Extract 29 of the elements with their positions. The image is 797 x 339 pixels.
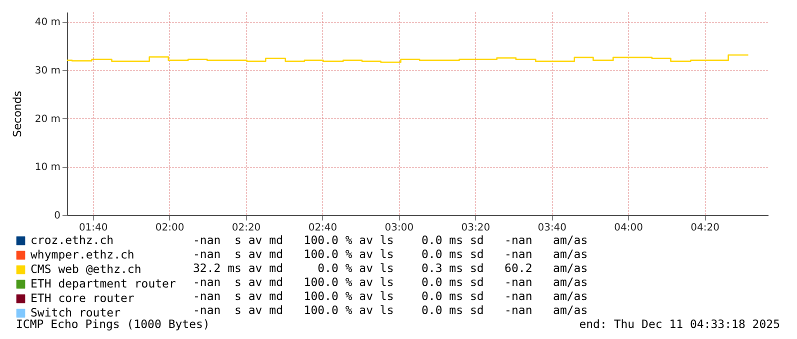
text: -nan s av md 100.0 % av ls 0.0 ms sd -nan am/as [193, 303, 588, 317]
x-tick-label: 02:00 [155, 222, 184, 234]
x-tick-label: 04:00 [614, 222, 643, 234]
text: -nan s av md 100.0 % av ls 0.0 ms sd -nan am/as [193, 275, 588, 289]
x-tick-label: 04:20 [690, 222, 720, 234]
text: end: Thu Dec 11 04:33:18 2025 [579, 317, 780, 331]
x-tick-label: 01:40 [78, 222, 108, 234]
text: -nan s av md 100.0 % av ls 0.0 ms sd -nan am/as [193, 247, 588, 261]
y-tick-label: 10 m [34, 162, 60, 174]
y-tick-label: 40 m [34, 17, 60, 28]
x-tick-label: 03:00 [384, 222, 414, 234]
legend-label: CMS web @ethz.ch [30, 262, 142, 276]
text: -nan s av md 100.0 % av ls 0.0 ms sd -nan am/as [193, 289, 588, 303]
x-tick-label: 03:20 [461, 222, 490, 234]
x-tick-label: 02:20 [232, 222, 261, 234]
y-tick-label: 0 [54, 210, 60, 222]
legend-label: whymper.ethz.ch [30, 247, 134, 262]
text: ICMP Echo Pings (1000 Bytes) [16, 317, 210, 331]
y-tick-label: 20 m [34, 114, 60, 125]
y-tick-label: 30 m [34, 66, 60, 76]
legend-label: Switch router [30, 305, 121, 320]
x-tick-label: 03:40 [538, 222, 567, 234]
legend-label: ETH core router [30, 290, 134, 305]
x-tick-label: 02:40 [308, 222, 338, 234]
y-axis-title: Seconds [10, 90, 24, 138]
legend-label: ETH department router [30, 276, 176, 290]
legend-label: croz.ethz.ch [30, 232, 114, 247]
text: 32.2 ms av md 0.0 % av ls 0.3 ms sd 60.2 am/as [193, 261, 588, 275]
text: -nan s av md 100.0 % av ls 0.0 ms sd -nan am/as [193, 233, 588, 247]
